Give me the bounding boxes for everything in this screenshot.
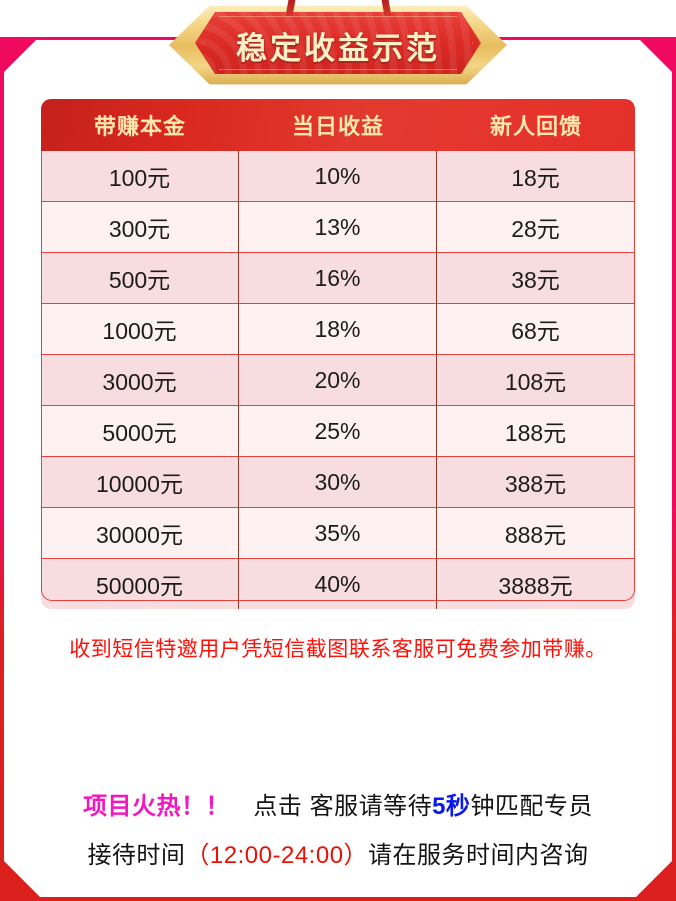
column-header-daily-rate: 当日收益 bbox=[291, 114, 384, 139]
cell-principal: 500元 bbox=[41, 253, 239, 304]
cell-principal: 10000元 bbox=[41, 457, 239, 508]
table-row: 300元 13% 28元 bbox=[41, 202, 635, 253]
left-accent-strip bbox=[0, 37, 4, 865]
table-row: 10000元 30% 388元 bbox=[41, 457, 635, 508]
cell-daily-rate: 40% bbox=[239, 559, 437, 609]
table-row: 5000元 25% 188元 bbox=[41, 406, 635, 457]
footer-line-2: 接待时间（12:00-24:00）请在服务时间内咨询 bbox=[0, 831, 676, 880]
footer-line-1: 项目火热！！ 点击 客服请等待5秒钟匹配专员 bbox=[0, 782, 676, 831]
table-row: 100元 10% 18元 bbox=[41, 151, 635, 202]
cell-newcomer-bonus: 18元 bbox=[437, 151, 635, 202]
promo-notice: 收到短信特邀用户凭短信截图联系客服可免费参加带赚。 bbox=[69, 638, 607, 661]
cell-daily-rate: 16% bbox=[239, 253, 437, 304]
table-row: 50000元 40% 3888元 bbox=[41, 559, 635, 609]
cell-principal: 100元 bbox=[41, 151, 239, 202]
cell-newcomer-bonus: 188元 bbox=[437, 406, 635, 457]
column-header-newcomer-bonus: 新人回馈 bbox=[489, 114, 582, 139]
cell-newcomer-bonus: 108元 bbox=[437, 355, 635, 406]
cell-principal: 5000元 bbox=[41, 406, 239, 457]
cell-principal: 50000元 bbox=[41, 559, 239, 609]
cell-daily-rate: 30% bbox=[239, 457, 437, 508]
right-accent-strip bbox=[672, 37, 676, 865]
cell-newcomer-bonus: 68元 bbox=[437, 304, 635, 355]
footer-section: 项目火热！！ 点击 客服请等待5秒钟匹配专员 接待时间（12:00-24:00）… bbox=[0, 782, 676, 880]
ribbon-right-icon bbox=[381, 0, 392, 16]
cell-newcomer-bonus: 388元 bbox=[437, 457, 635, 508]
earnings-table-wrapper: 带赚本金 当日收益 新人回馈 100元 10% 18元 300元 13% 28元… bbox=[41, 99, 635, 609]
footer-line1-text-a: 点击 客服请等待 bbox=[253, 793, 433, 820]
cell-daily-rate: 35% bbox=[239, 508, 437, 559]
banner-plaque: 稳定收益示范 bbox=[169, 0, 507, 86]
table-body: 100元 10% 18元 300元 13% 28元 500元 16% 38元 1… bbox=[41, 151, 635, 609]
cell-daily-rate: 18% bbox=[239, 304, 437, 355]
cell-newcomer-bonus: 28元 bbox=[437, 202, 635, 253]
cell-principal: 1000元 bbox=[41, 304, 239, 355]
service-hours-label: 接待时间 bbox=[87, 842, 186, 869]
cell-daily-rate: 13% bbox=[239, 202, 437, 253]
hot-label: 项目火热！！ bbox=[83, 793, 231, 820]
plaque-red-panel bbox=[195, 12, 481, 74]
table-header: 带赚本金 当日收益 新人回馈 bbox=[41, 99, 635, 151]
banner-header: 稳定收益示范 bbox=[0, 0, 676, 96]
service-hours-value: （12:00-24:00） bbox=[185, 842, 369, 869]
table-row: 30000元 35% 888元 bbox=[41, 508, 635, 559]
column-header-principal: 带赚本金 bbox=[93, 114, 186, 139]
cell-daily-rate: 20% bbox=[239, 355, 437, 406]
cell-principal: 3000元 bbox=[41, 355, 239, 406]
table-row: 3000元 20% 108元 bbox=[41, 355, 635, 406]
service-hours-note: 请在服务时间内咨询 bbox=[368, 842, 589, 869]
cell-newcomer-bonus: 38元 bbox=[437, 253, 635, 304]
table-row: 1000元 18% 68元 bbox=[41, 304, 635, 355]
cell-daily-rate: 10% bbox=[239, 151, 437, 202]
cell-newcomer-bonus: 3888元 bbox=[437, 559, 635, 609]
cell-principal: 300元 bbox=[41, 202, 239, 253]
table-row: 500元 16% 38元 bbox=[41, 253, 635, 304]
page-title: 稳定收益示范 bbox=[236, 30, 440, 66]
table-header-row: 带赚本金 当日收益 新人回馈 bbox=[41, 99, 635, 151]
cell-principal: 30000元 bbox=[41, 508, 239, 559]
plaque-hairline-border bbox=[203, 16, 473, 70]
cell-newcomer-bonus: 888元 bbox=[437, 508, 635, 559]
earnings-table: 带赚本金 当日收益 新人回馈 100元 10% 18元 300元 13% 28元… bbox=[41, 99, 635, 609]
footer-line1-text-b: 钟匹配专员 bbox=[470, 793, 593, 820]
cell-daily-rate: 25% bbox=[239, 406, 437, 457]
wait-seconds-highlight: 5秒 bbox=[432, 793, 471, 820]
